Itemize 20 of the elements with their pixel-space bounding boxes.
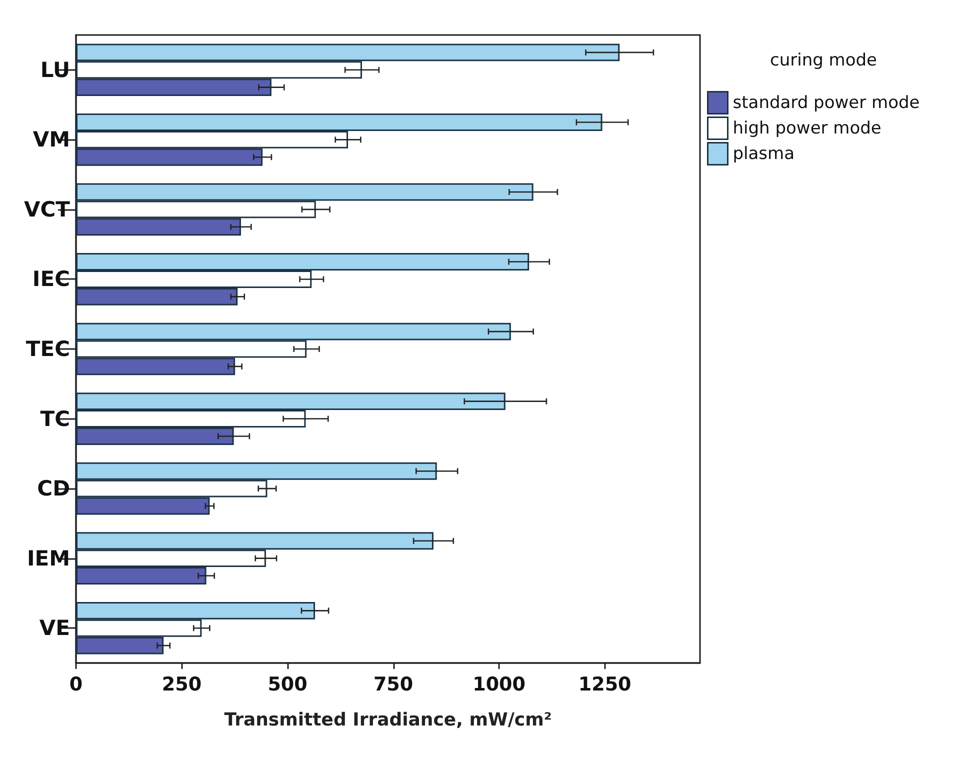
legend-title: curing mode <box>770 50 878 70</box>
y-tick-label: IEM <box>26 546 70 570</box>
legend-label: high power mode <box>732 118 882 138</box>
y-tick-label: TC <box>40 406 70 431</box>
legend-label: standard power mode <box>732 92 920 113</box>
y-tick-label: VM <box>32 128 70 152</box>
x-tick-label: 0 <box>69 674 83 696</box>
x-tick-label: 750 <box>373 674 414 696</box>
x-tick-label: 1250 <box>578 674 632 696</box>
y-tick-label: IEC <box>32 267 70 292</box>
x-tick-label: 500 <box>268 674 308 696</box>
x-axis-title: Transmitted Irradiance, mW/cm² <box>224 710 552 730</box>
y-tick-label: CD <box>37 476 70 501</box>
y-tick-label: VE <box>39 616 70 640</box>
legend-label: plasma <box>732 144 795 164</box>
x-tick-label: 1000 <box>472 674 526 696</box>
x-tick-label: 250 <box>162 674 202 696</box>
y-tick-label: LU <box>40 58 70 82</box>
y-tick-label: VCT <box>24 197 71 222</box>
y-tick-label: TEC <box>26 337 70 361</box>
